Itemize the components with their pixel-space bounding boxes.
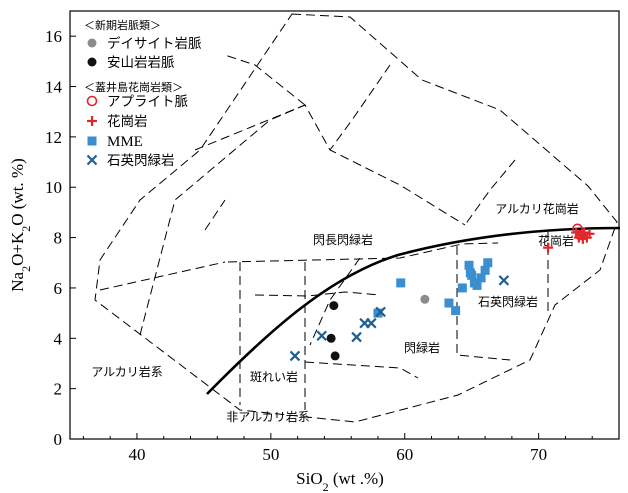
data-point-square [457, 283, 467, 293]
alkaline-divider-curve [206, 226, 621, 395]
svg-text:Na2O+K2O (wt. %): Na2O+K2O (wt. %) [8, 158, 33, 292]
y-tick-label: 6 [54, 279, 63, 298]
data-point-x [351, 331, 362, 343]
field-label-subalkaline-series: 非アルカリ岩系 [226, 409, 310, 424]
data-point-circle [329, 301, 339, 311]
data-point-plus [577, 233, 588, 244]
data-point-square [476, 273, 486, 283]
legend-label: アプライト脈 [107, 94, 188, 110]
legend-label: 石英閃緑岩 [107, 152, 175, 169]
y-axis-title: Na2O+K2O (wt. %) [8, 158, 33, 292]
x-axis-title: SiO2 (wt .%) [296, 469, 384, 493]
field-label-monzodiorite: 閃長閃緑岩 [313, 232, 373, 247]
x-tick-label: 60 [396, 445, 413, 464]
legend-label: 安山岩岩脈 [107, 55, 175, 71]
data-point-circle [326, 333, 336, 343]
data-point-square [464, 260, 474, 270]
data-point-square [480, 265, 490, 275]
data-point-circle [330, 351, 340, 361]
legend-marker-square [87, 136, 97, 146]
legend-label: MME [107, 134, 143, 150]
field-labels: アルカリ花崗岩 花崗岩 石英閃緑岩 閃緑岩 閃長閃緑岩 斑れい岩 アルカリ岩系 … [91, 201, 579, 424]
data-point-square [444, 298, 454, 308]
y-tick-label: 0 [54, 430, 63, 449]
y-tick-label: 4 [54, 329, 63, 348]
data-point-x [375, 306, 386, 318]
tick-layer: 40 50 60 70 0 2 4 6 8 10 12 14 16 [45, 27, 620, 464]
classification-boundaries [94, 13, 618, 423]
y-tick-label: 16 [45, 27, 62, 46]
svg-text:SiO2 (wt .%): SiO2 (wt .%) [296, 469, 384, 493]
data-point-x [289, 350, 301, 362]
field-label-granite: 花崗岩 [538, 233, 574, 248]
legend-marker-x [86, 154, 98, 166]
y-tick-label: 12 [45, 128, 62, 147]
data-point-square [396, 278, 406, 288]
field-label-alkaline-series: アルカリ岩系 [91, 364, 163, 379]
legend-group-title-futaoi-granitoids: ＜蓋井島花崗岩類＞ [84, 80, 183, 94]
legend-label: 花崗岩 [107, 114, 148, 130]
data-point-x [366, 317, 377, 329]
legend-marker-open-circle [86, 95, 98, 107]
data-point-square [451, 306, 461, 316]
x-tick-label: 70 [530, 445, 547, 464]
data-point-plus [543, 242, 554, 253]
x-tick-label: 40 [128, 445, 145, 464]
data-point-x [498, 275, 510, 286]
y-tick-label: 2 [54, 380, 63, 399]
data-point-square [465, 268, 475, 278]
data-point-square [483, 258, 493, 268]
y-tick-label: 8 [54, 229, 63, 248]
field-label-alkali-granite: アルカリ花崗岩 [495, 201, 579, 216]
field-label-quartz-diorite: 石英閃緑岩 [478, 294, 538, 309]
data-point-plus [579, 227, 590, 238]
field-label-diorite: 閃緑岩 [404, 340, 440, 355]
legend-marker-circle [87, 57, 97, 67]
legend-group-title-new-dykes: ＜新期岩脈類＞ [84, 18, 161, 32]
plot-frame [69, 10, 620, 440]
y-tick-label: 10 [45, 178, 62, 197]
legend-marker-circle [87, 38, 97, 48]
legend-label: デイサイト岩脈 [107, 35, 202, 52]
data-point-circle [420, 294, 430, 304]
y-tick-label: 14 [45, 78, 63, 97]
data-points [289, 223, 595, 362]
field-label-gabbro: 斑れい岩 [250, 369, 298, 384]
data-point-plus [584, 228, 595, 239]
data-point-x [316, 330, 328, 342]
legend-marker-plus [87, 116, 97, 126]
data-point-square [472, 280, 482, 290]
x-tick-label: 50 [262, 445, 279, 464]
